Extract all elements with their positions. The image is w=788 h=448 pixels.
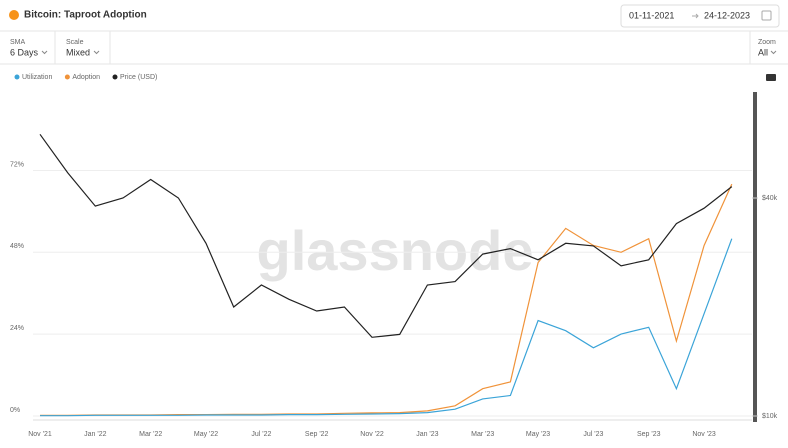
calendar-icon[interactable] (761, 10, 772, 21)
legend-label[interactable]: Adoption (72, 74, 100, 81)
control-label: Scale (66, 39, 84, 46)
y2-tick-label: $40k (762, 195, 778, 202)
control-value[interactable]: 6 Days (10, 47, 39, 57)
zoom-label: Zoom (758, 39, 776, 46)
watermark: glassnode (257, 219, 534, 282)
legend-label[interactable]: Utilization (22, 74, 52, 81)
y-tick-label: 0% (10, 407, 20, 414)
legend-marker (64, 74, 70, 80)
x-tick-label: Sep '23 (637, 431, 661, 438)
control-value[interactable]: Mixed (66, 47, 90, 57)
control-label: SMA (10, 39, 26, 46)
scroll-bar[interactable] (753, 92, 757, 422)
legend-marker (14, 74, 20, 80)
x-tick-label: Mar '22 (139, 431, 162, 438)
y-tick-label: 72% (10, 161, 24, 168)
y-tick-label: 48% (10, 243, 24, 250)
date-to[interactable]: 24-12-2023 (704, 10, 750, 20)
x-tick-label: Nov '21 (28, 431, 52, 438)
legend-label[interactable]: Price (USD) (120, 74, 157, 81)
chevron (93, 50, 100, 55)
x-tick-label: Jul '22 (251, 431, 271, 438)
y2-tick-label: $10k (762, 413, 778, 420)
series-line (39, 133, 733, 338)
x-tick-label: Nov '23 (692, 431, 716, 438)
zoom-value[interactable]: All (758, 47, 768, 57)
page-title: Bitcoin: Taproot Adoption (24, 10, 147, 21)
x-tick-label: May '23 (526, 431, 550, 438)
chevron (770, 50, 777, 55)
x-tick-label: Jan '22 (84, 431, 106, 438)
x-tick-label: May '22 (194, 431, 218, 438)
series-line (40, 238, 733, 417)
chevron (41, 50, 48, 55)
bitcoin-icon (9, 10, 19, 20)
date-from[interactable]: 01-11-2021 (629, 10, 674, 20)
arrow-icon (692, 13, 699, 19)
legend-marker (112, 74, 118, 80)
x-tick-label: Mar '23 (471, 431, 494, 438)
x-tick-label: Nov '22 (360, 431, 384, 438)
x-tick-label: Sep '22 (305, 431, 329, 438)
x-tick-label: Jan '23 (416, 431, 438, 438)
y-tick-label: 24% (10, 325, 24, 332)
x-tick-label: Jul '23 (583, 431, 603, 438)
date-range[interactable] (620, 4, 780, 28)
camera-icon[interactable] (766, 74, 776, 81)
